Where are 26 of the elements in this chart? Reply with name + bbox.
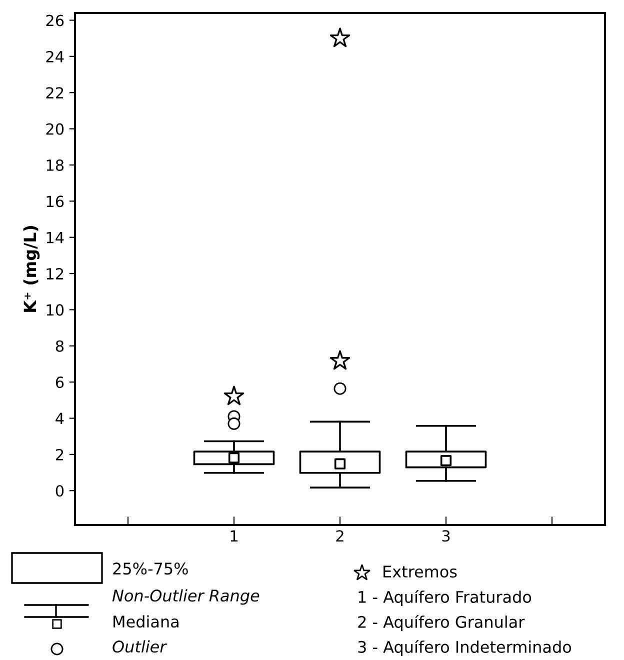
- y-tick-label: 8: [56, 340, 64, 352]
- y-tick-label: 12: [46, 268, 64, 280]
- text: Non-Outlier Range: [112, 589, 260, 605]
- y-tick-label: 2: [56, 448, 64, 460]
- text: Mediana: [114, 615, 178, 628]
- y-tick-label: 24: [46, 50, 64, 62]
- text: 1 - Aquífero Fraturado: [358, 590, 532, 606]
- y-tick-label: 22: [46, 87, 64, 98]
- y-tick-label: 20: [46, 123, 64, 135]
- text: 3 - Aquífero Indeterminado: [358, 640, 572, 656]
- y-tick-label: 0: [56, 485, 64, 497]
- y-tick-label: 14: [46, 232, 64, 244]
- x-tick-label: 1: [230, 530, 238, 542]
- y-tick-label: 18: [46, 159, 64, 171]
- y-tick-label: 26: [46, 14, 64, 26]
- x-tick-label: 2: [336, 530, 344, 542]
- legend-label: Extremos: [384, 566, 457, 578]
- text: 25%-75%: [113, 562, 188, 575]
- x-tick-label: 3: [442, 530, 450, 542]
- y-axis-title: K⁺ (mg/L): [23, 226, 40, 312]
- text: Outlier: [112, 640, 168, 653]
- y-tick-label: 10: [46, 304, 64, 316]
- text: 2 - Aquífero Granular: [358, 614, 525, 632]
- y-tick-label: 16: [46, 196, 64, 208]
- y-tick-label: 6: [56, 376, 64, 388]
- y-tick-label: 4: [56, 412, 64, 424]
